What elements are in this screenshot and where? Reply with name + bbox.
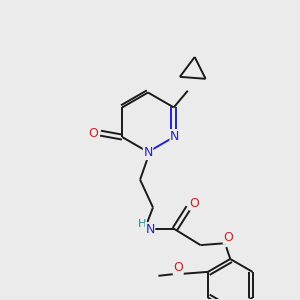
Text: N: N bbox=[170, 130, 179, 142]
Text: O: O bbox=[88, 127, 98, 140]
Text: O: O bbox=[190, 197, 200, 210]
Text: N: N bbox=[143, 146, 153, 160]
Text: H: H bbox=[138, 219, 146, 229]
Text: N: N bbox=[145, 223, 155, 236]
Text: O: O bbox=[223, 231, 233, 244]
Text: O: O bbox=[173, 261, 183, 274]
